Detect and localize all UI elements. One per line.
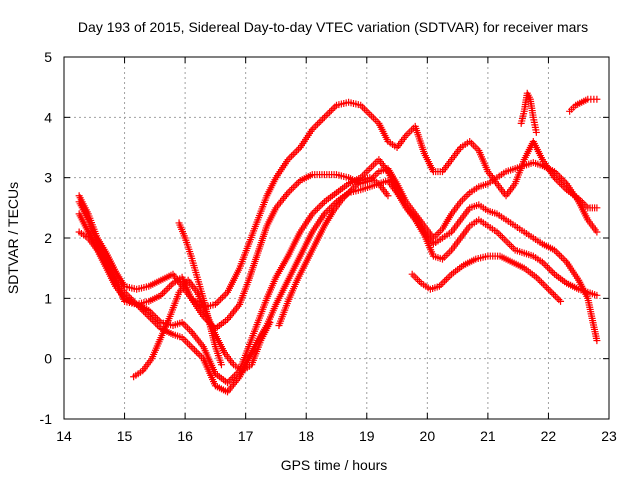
series-s2 (75, 159, 601, 332)
marker-path (408, 252, 565, 305)
x-tick-label: 22 (541, 428, 557, 444)
y-tick-label: -1 (40, 411, 53, 427)
y-tick-label: 5 (44, 49, 52, 65)
x-tick-label: 16 (177, 428, 193, 444)
y-axis-label: SDTVAR / TECUs (5, 182, 21, 294)
series-s6 (175, 219, 225, 369)
x-tick-label: 21 (480, 428, 496, 444)
chart-title: Day 193 of 2015, Sidereal Day-to-day VTE… (78, 19, 588, 35)
series-s9 (517, 89, 540, 136)
series-s4 (75, 177, 601, 396)
marker-path (75, 156, 601, 387)
x-tick-label: 17 (238, 428, 254, 444)
x-axis-label: GPS time / hours (281, 457, 388, 473)
y-tick-label: 1 (44, 290, 52, 306)
series-s3 (75, 156, 601, 387)
data-points (75, 89, 601, 396)
marker-path (75, 177, 601, 396)
series-s7 (275, 174, 392, 329)
x-tick-label: 18 (298, 428, 314, 444)
marker-path (175, 219, 225, 369)
y-tick-label: 4 (44, 109, 52, 125)
x-tick-label: 20 (420, 428, 436, 444)
y-tick-label: 3 (44, 170, 52, 186)
series-s8 (408, 252, 565, 305)
marker-path (75, 159, 601, 332)
marker-path (275, 174, 392, 329)
x-tick-label: 15 (117, 428, 133, 444)
marker-path (517, 89, 540, 136)
x-tick-label: 23 (601, 428, 617, 444)
x-tick-label: 14 (56, 428, 72, 444)
series-s10 (566, 95, 601, 115)
y-tick-label: 0 (44, 351, 52, 367)
marker-path (566, 95, 601, 115)
y-tick-label: 2 (44, 230, 52, 246)
x-tick-label: 19 (359, 428, 375, 444)
